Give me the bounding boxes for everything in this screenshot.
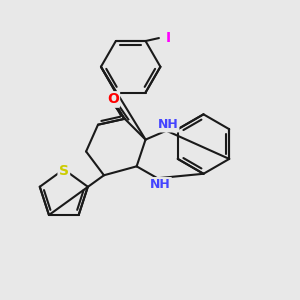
Text: S: S bbox=[59, 164, 69, 178]
Text: NH: NH bbox=[150, 178, 171, 191]
Text: NH: NH bbox=[158, 118, 178, 131]
Text: I: I bbox=[165, 31, 170, 45]
Text: O: O bbox=[107, 92, 119, 106]
